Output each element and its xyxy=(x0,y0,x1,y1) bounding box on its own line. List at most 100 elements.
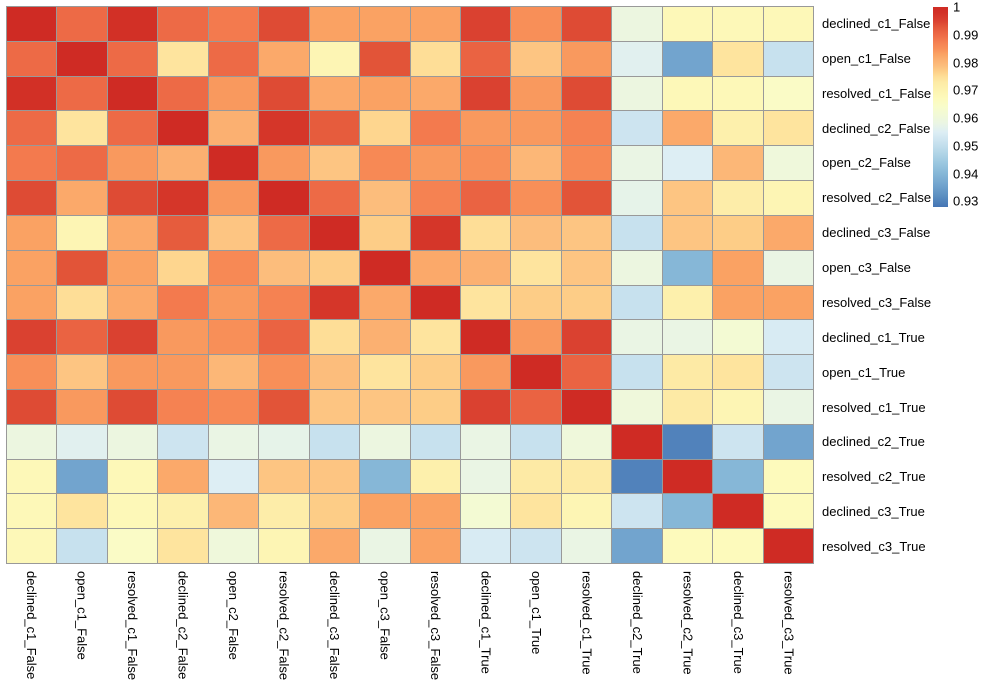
heatmap-cell xyxy=(410,41,460,76)
heatmap-cell xyxy=(360,146,410,181)
heatmap-cell xyxy=(460,424,511,459)
colorbar-gradient xyxy=(933,7,948,207)
heatmap-cell xyxy=(57,41,107,76)
heatmap-cell xyxy=(511,76,561,111)
heatmap-cell xyxy=(107,355,158,389)
heatmap-cell xyxy=(7,215,57,250)
row-label: open_c3_False xyxy=(822,260,911,276)
column-labels: declined_c1_False open_c1_False resolved_c… xyxy=(6,571,814,685)
column-label: open_c1_False xyxy=(74,571,90,660)
heatmap-cell xyxy=(208,76,259,111)
heatmap-cell xyxy=(460,146,511,181)
row-label: declined_c2_True xyxy=(822,434,925,450)
heatmap-cell xyxy=(662,459,713,494)
heatmap-cell xyxy=(561,529,612,563)
heatmap-cell xyxy=(309,320,360,355)
heatmap-cell xyxy=(158,215,208,250)
colorbar xyxy=(933,7,948,207)
heatmap-cell xyxy=(662,355,713,389)
row-label: resolved_c1_False xyxy=(822,85,932,101)
heatmap-cell xyxy=(7,320,57,355)
heatmap-cell xyxy=(57,181,107,215)
heatmap-cell xyxy=(763,529,813,563)
heatmap-cell xyxy=(208,250,259,285)
heatmap-cell xyxy=(107,494,158,529)
heatmap-cell xyxy=(309,7,360,41)
heatmap-cell xyxy=(763,76,813,111)
heatmap-cell xyxy=(460,529,511,563)
heatmap-cell xyxy=(309,215,360,250)
heatmap-cell xyxy=(460,111,511,146)
heatmap-cell xyxy=(410,424,460,459)
heatmap-cell xyxy=(158,529,208,563)
column-label: resolved_c3_True xyxy=(781,571,797,675)
heatmap-cell xyxy=(360,181,410,215)
heatmap-cell xyxy=(7,146,57,181)
heatmap-cell xyxy=(511,285,561,320)
heatmap-cell xyxy=(662,424,713,459)
heatmap-cell xyxy=(208,494,259,529)
heatmap-cell xyxy=(107,529,158,563)
heatmap-cell xyxy=(561,7,612,41)
heatmap-cell xyxy=(511,424,561,459)
heatmap-cell xyxy=(208,320,259,355)
heatmap-cell xyxy=(158,494,208,529)
heatmap-cell xyxy=(713,215,763,250)
heatmap-cell xyxy=(259,250,309,285)
heatmap-cell xyxy=(7,285,57,320)
heatmap-cell xyxy=(460,494,511,529)
heatmap-cell xyxy=(107,424,158,459)
heatmap-cell xyxy=(511,320,561,355)
heatmap-cell xyxy=(57,355,107,389)
heatmap-cell xyxy=(208,285,259,320)
heatmap-cell xyxy=(360,529,410,563)
heatmap-cell xyxy=(612,7,662,41)
heatmap-cell xyxy=(360,285,410,320)
heatmap-cell xyxy=(561,285,612,320)
heatmap-cell xyxy=(208,7,259,41)
heatmap-cell xyxy=(763,250,813,285)
heatmap-cell xyxy=(612,389,662,424)
heatmap-cell xyxy=(763,7,813,41)
heatmap-cell xyxy=(713,7,763,41)
heatmap-cell xyxy=(309,41,360,76)
heatmap-cell xyxy=(309,146,360,181)
heatmap-cell xyxy=(460,389,511,424)
heatmap-cell xyxy=(713,320,763,355)
heatmap-cell xyxy=(612,215,662,250)
heatmap-cell xyxy=(662,146,713,181)
heatmap-cell xyxy=(612,459,662,494)
row-labels: declined_c1_False open_c1_False resolved_c… xyxy=(822,6,982,564)
heatmap-cell xyxy=(511,494,561,529)
heatmap-cell xyxy=(713,111,763,146)
heatmap-cell xyxy=(208,389,259,424)
row-label: resolved_c1_True xyxy=(822,399,926,415)
heatmap-cell xyxy=(763,285,813,320)
column-label: declined_c1_True xyxy=(478,571,494,674)
heatmap-cell xyxy=(158,459,208,494)
heatmap-cell xyxy=(7,76,57,111)
heatmap-cell xyxy=(612,285,662,320)
heatmap-cell xyxy=(511,250,561,285)
row-label: open_c1_True xyxy=(822,364,906,380)
heatmap-cell xyxy=(7,494,57,529)
heatmap-cell xyxy=(57,389,107,424)
heatmap-cell xyxy=(7,355,57,389)
heatmap-cell xyxy=(259,181,309,215)
heatmap-cell xyxy=(713,424,763,459)
column-label: resolved_c2_True xyxy=(680,571,696,675)
heatmap-cell xyxy=(511,7,561,41)
heatmap-cell xyxy=(107,76,158,111)
heatmap-cell xyxy=(158,146,208,181)
heatmap-cell xyxy=(57,424,107,459)
heatmap-cell xyxy=(208,41,259,76)
heatmap-cell xyxy=(460,41,511,76)
heatmap-cell xyxy=(107,41,158,76)
heatmap-cell xyxy=(259,111,309,146)
heatmap-cell xyxy=(7,7,57,41)
heatmap-cell xyxy=(662,494,713,529)
heatmap-cell xyxy=(158,285,208,320)
row-label: resolved_c3_True xyxy=(822,539,926,555)
heatmap-cell xyxy=(360,41,410,76)
heatmap-cell xyxy=(511,146,561,181)
